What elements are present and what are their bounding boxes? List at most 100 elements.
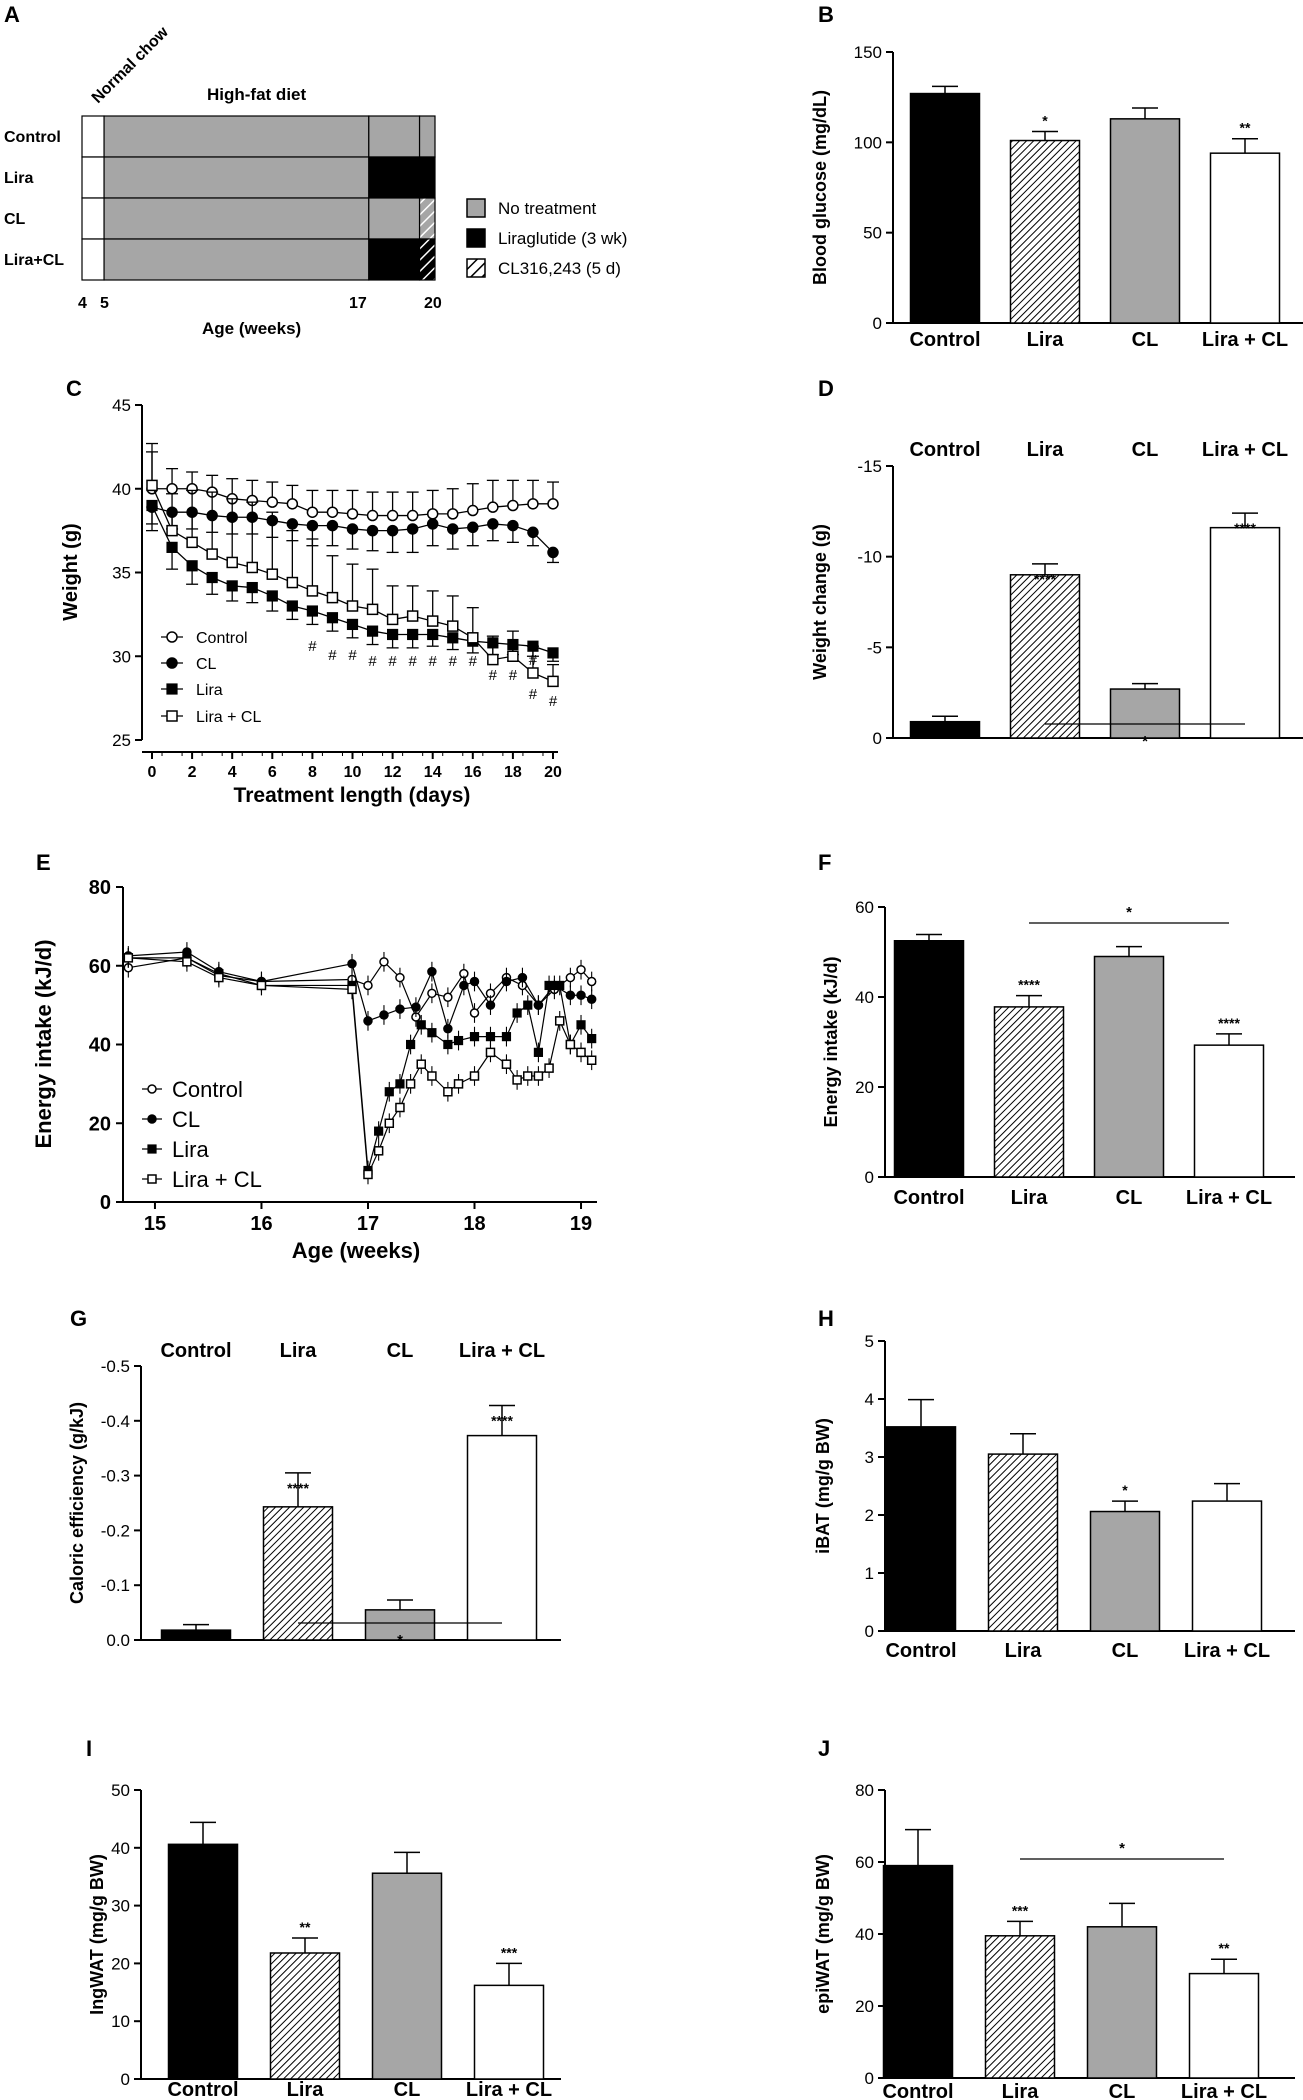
significance-star-lira-cl: ****	[491, 1412, 513, 1428]
line-chart-panel-e: 0 20 40 60 80 15 16 17 18 19 Age (weeks) Energy int…	[31, 877, 597, 1263]
x-category-label-lira: Lira	[1027, 439, 1065, 461]
y-axis-label: Energy intake (kJ/d)	[31, 939, 56, 1148]
data-point-open-circle	[426, 508, 439, 520]
x-tick-label: 16	[464, 764, 482, 781]
data-point-open-circle	[469, 1008, 480, 1018]
x-category-label-control: Control	[160, 1340, 231, 1362]
bar-cl	[1086, 1926, 1158, 2079]
y-tick-label: 45	[112, 396, 131, 415]
legend-label: Control	[196, 630, 248, 647]
x-tick-label: 18	[504, 764, 522, 781]
y-tick-label: 60	[855, 898, 874, 917]
bar-lira-cl	[473, 1984, 545, 2080]
data-point-filled-circle	[427, 966, 437, 977]
legend-swatch-no-treatment	[466, 198, 486, 218]
legend-label-no-treatment: No treatment	[498, 199, 597, 218]
panel-label-h: H	[818, 1306, 834, 1331]
x-tick-label: 14	[424, 764, 442, 781]
data-point-open-circle	[346, 508, 359, 520]
y-tick-label: 40	[855, 988, 874, 1007]
x-category-label-cl: CL	[1132, 329, 1159, 351]
bar-control	[893, 940, 965, 1178]
y-tick-label: 20	[855, 1997, 874, 2016]
significance-hash: #	[509, 667, 518, 684]
legend-label: Control	[172, 1077, 243, 1102]
significance-hash: #	[469, 653, 478, 670]
bar-lira	[993, 1006, 1065, 1178]
data-point-open-circle	[427, 988, 437, 999]
panel-label-g: G	[70, 1306, 87, 1331]
legend-marker-open-circle	[147, 1084, 157, 1094]
data-point-filled-circle	[306, 519, 319, 532]
legend-swatch-liraglutide	[466, 228, 486, 248]
y-tick-label: 1	[865, 1564, 874, 1583]
data-point-filled-circle	[501, 976, 512, 987]
timeline-row-label: Lira	[4, 170, 33, 187]
treatment-segment-none	[103, 156, 370, 199]
x-category-label-cl: CL	[394, 2079, 421, 2100]
legend-marker-filled-circle	[147, 1114, 157, 1124]
data-point-filled-square	[326, 612, 339, 624]
legend-marker-open-circle	[166, 631, 178, 643]
data-point-filled-square	[266, 590, 278, 602]
x-category-label-lira-cl: Lira + CL	[1181, 2081, 1267, 2100]
data-point-filled-square	[427, 628, 439, 641]
x-category-label-control: Control	[893, 1187, 964, 1209]
bar-control	[885, 1426, 957, 1632]
legend-marker-filled-square	[166, 683, 178, 695]
y-tick-label: 0	[100, 1192, 111, 1214]
data-point-filled-square	[533, 1047, 544, 1057]
x-category-label-lira: Lira	[287, 2079, 325, 2100]
bar-control	[882, 1864, 954, 2079]
treatment-segment-liracl	[418, 238, 436, 281]
legend-label: Lira + CL	[172, 1167, 262, 1192]
data-point-open-square	[453, 1079, 464, 1089]
data-point-open-square	[501, 1059, 512, 1069]
data-point-filled-square	[501, 1032, 512, 1042]
bar-lira-cl	[1193, 1044, 1265, 1178]
data-point-open-square	[443, 1087, 453, 1097]
y-tick-label: 150	[854, 43, 882, 62]
data-point-filled-circle	[547, 546, 559, 559]
bar-cl	[1089, 1510, 1161, 1632]
panel-label-a: A	[4, 2, 20, 27]
significance-star-lira-cl: **	[1219, 1940, 1230, 1956]
x-axis-label: Treatment length (days)	[234, 784, 471, 807]
x-category-label-cl: CL	[1116, 1187, 1143, 1209]
data-point-open-square	[544, 1063, 554, 1073]
data-point-open-square	[416, 1059, 426, 1069]
data-point-open-square	[306, 585, 319, 597]
x-category-label-lira: Lira	[1027, 329, 1065, 351]
y-tick-label: 20	[855, 1078, 874, 1097]
treatment-segment-none	[368, 197, 421, 240]
bar-chart-panel-d: 0 -5 -10 -15 Weight change (g) Control **** Lir…	[810, 439, 1303, 750]
legend-label: CL	[196, 656, 217, 673]
data-point-open-square	[346, 600, 359, 612]
data-point-filled-circle	[363, 1016, 373, 1026]
data-point-open-square	[523, 1071, 533, 1081]
bar-chart-panel-h: 0 1 2 3 4 5 iBAT (mg/g BW) Control Lira * CL Lira +…	[813, 1332, 1295, 1662]
data-point-filled-square	[384, 1087, 394, 1097]
data-point-open-square	[426, 615, 439, 627]
data-point-open-square	[326, 591, 339, 604]
y-tick-label: 0	[873, 314, 882, 333]
y-tick-label: 20	[111, 1954, 130, 1973]
timeline-axis-ticks: 4 5 17 20	[78, 295, 442, 312]
x-tick-label: 20	[544, 764, 562, 781]
significance-star-lira: *	[1042, 112, 1048, 128]
data-point-filled-square	[407, 628, 419, 641]
data-point-filled-square	[405, 1039, 416, 1050]
timeline-row-label: Lira+CL	[4, 252, 64, 269]
bar-lira	[269, 1952, 341, 2080]
x-category-label-lira-cl: Lira + CL	[459, 1340, 545, 1362]
data-point-filled-square	[374, 1126, 384, 1136]
data-point-filled-square	[485, 1032, 496, 1042]
data-point-open-circle	[266, 496, 279, 508]
data-point-filled-square	[395, 1079, 405, 1089]
legend-marker-filled-circle	[166, 657, 178, 669]
timeline-row-label: Control	[4, 129, 61, 146]
data-point-open-circle	[507, 499, 519, 512]
data-point-open-square	[373, 1146, 384, 1156]
y-axis-label: Blood glucose (mg/dL)	[810, 90, 830, 285]
data-point-open-circle	[586, 976, 597, 987]
